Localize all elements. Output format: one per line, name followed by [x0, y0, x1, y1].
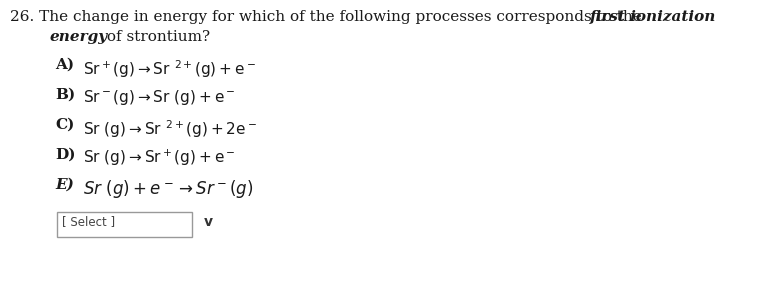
Text: D): D) — [55, 148, 76, 162]
Text: v: v — [204, 215, 213, 229]
Text: C): C) — [55, 118, 74, 132]
Text: [ Select ]: [ Select ] — [62, 215, 115, 228]
Text: E): E) — [55, 178, 74, 192]
Text: $\mathrm{Sr\ (g) \rightarrow Sr\ ^{2+}(g) + 2e^-}$: $\mathrm{Sr\ (g) \rightarrow Sr\ ^{2+}(g… — [83, 118, 257, 140]
Text: $\mathrm{Sr^+(g) \rightarrow Sr\ ^{2+}(g) + e^-}$: $\mathrm{Sr^+(g) \rightarrow Sr\ ^{2+}(g… — [83, 58, 256, 80]
Text: 26. The change in energy for which of the following processes corresponds to the: 26. The change in energy for which of th… — [10, 10, 647, 24]
Text: A): A) — [55, 58, 74, 72]
Text: of strontium?: of strontium? — [102, 30, 210, 44]
Text: $\mathrm{Sr\ (g) \rightarrow Sr^+(g) + e^-}$: $\mathrm{Sr\ (g) \rightarrow Sr^+(g) + e… — [83, 148, 236, 168]
Text: B): B) — [55, 88, 75, 102]
FancyBboxPatch shape — [57, 212, 192, 237]
Text: first ionization: first ionization — [590, 10, 716, 24]
Text: $\mathrm{Sr^-(g) \rightarrow Sr\ (g) + e^-}$: $\mathrm{Sr^-(g) \rightarrow Sr\ (g) + e… — [83, 88, 236, 107]
Text: $\mathit{Sr\ (g) + e^- \rightarrow Sr^-(g)}$: $\mathit{Sr\ (g) + e^- \rightarrow Sr^-(… — [83, 178, 254, 200]
Text: energy: energy — [50, 30, 108, 44]
